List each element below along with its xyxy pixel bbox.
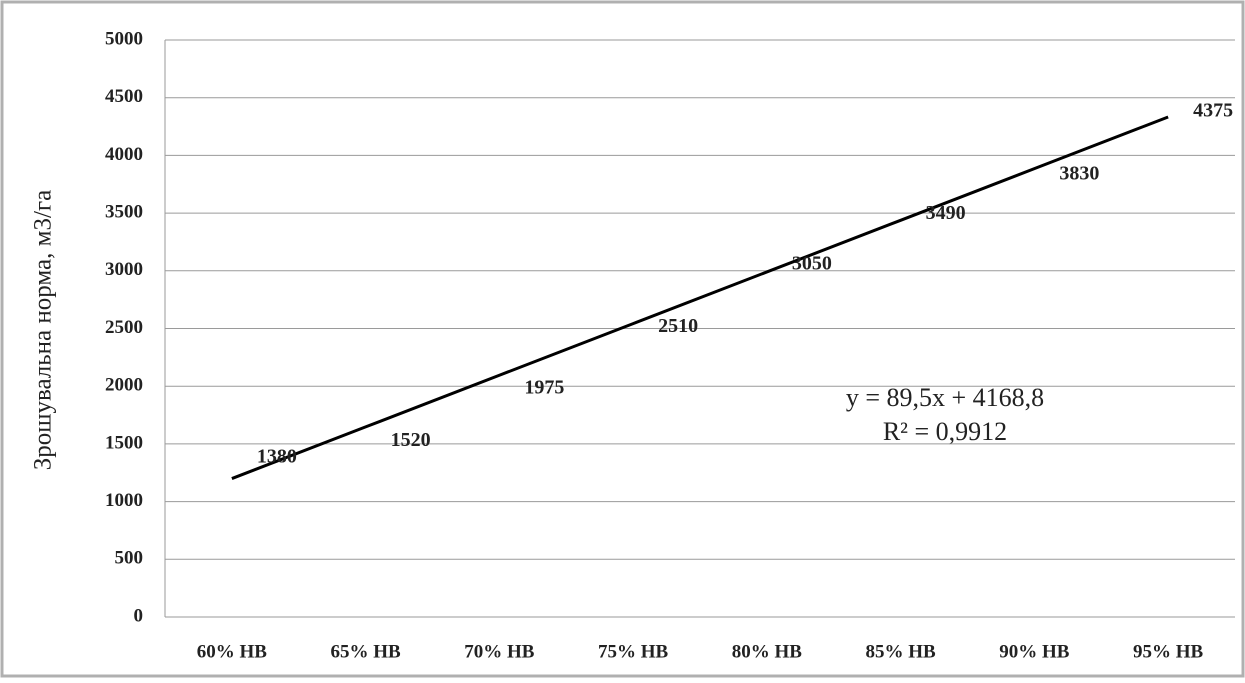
- data-label: 3490: [926, 202, 966, 224]
- data-label: 3050: [792, 253, 832, 275]
- y-tick-label: 4000: [105, 144, 143, 165]
- x-tick-label: 65% НВ: [331, 641, 402, 662]
- x-tick-label: 80% НВ: [732, 641, 803, 662]
- y-tick-label: 2000: [105, 375, 143, 396]
- data-label: 4375: [1193, 100, 1233, 122]
- y-tick-label: 4500: [105, 86, 143, 107]
- x-tick-label: 60% НВ: [197, 641, 268, 662]
- x-tick-label: 90% НВ: [999, 641, 1070, 662]
- annotation: R² = 0,9912: [883, 417, 1007, 446]
- x-tick-label: 70% НВ: [464, 641, 535, 662]
- data-label: 2510: [658, 315, 698, 337]
- y-tick-label: 3000: [105, 259, 143, 280]
- y-tick-label: 2500: [105, 317, 143, 338]
- x-tick-label: 75% НВ: [598, 641, 669, 662]
- data-label: 1975: [524, 377, 564, 399]
- y-tick-label: 3500: [105, 201, 143, 222]
- x-tick-label: 85% НВ: [866, 641, 937, 662]
- annotation: y = 89,5x + 4168,8: [846, 383, 1044, 412]
- trendline: [231, 115, 1169, 480]
- x-tick-label: 95% НВ: [1133, 641, 1204, 662]
- y-tick-label: 1500: [105, 432, 143, 453]
- y-tick-label: 5000: [105, 28, 143, 49]
- y-axis-label: Зрошувальна норма, м3/га: [30, 190, 57, 471]
- data-label: 1380: [257, 445, 297, 467]
- data-label: 1520: [391, 429, 431, 451]
- y-tick-label: 500: [115, 548, 144, 569]
- y-tick-label: 1000: [105, 490, 143, 511]
- data-label: 3830: [1059, 163, 1099, 185]
- y-tick-label: 0: [134, 605, 144, 626]
